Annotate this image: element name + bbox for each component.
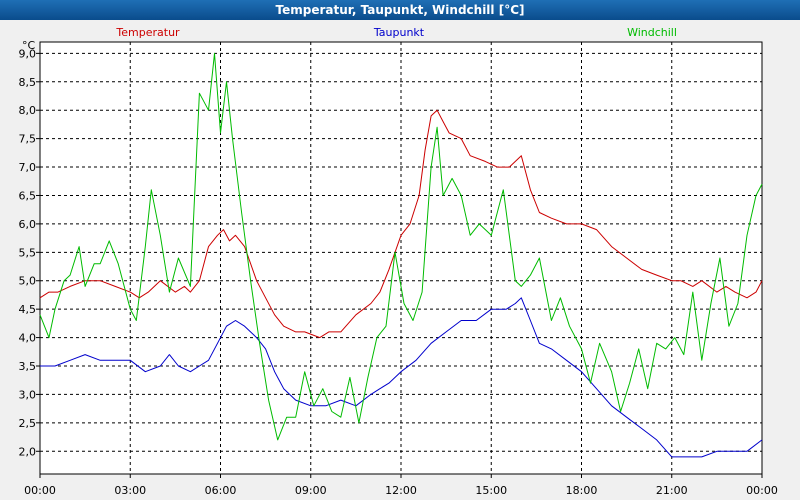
chart-area: 2,0 2,5 3,0 3,5 4,0 4,5 5,0 5,5 6,0 6,5 7,0 7,5 8,0 8… <box>19 26 778 497</box>
series-line-taupunkt <box>40 297 763 458</box>
y-tick-label: 8,0 <box>19 104 37 117</box>
x-tick-time: 12:00 <box>385 484 417 497</box>
y-axis-unit: °C <box>22 39 36 52</box>
chart-title: Temperatur, Taupunkt, Windchill [°C] <box>0 0 800 20</box>
x-tick-time: 15:00 <box>475 484 507 497</box>
x-tick-time: 09:00 <box>295 484 327 497</box>
y-tick-label: 7,5 <box>19 133 37 146</box>
x-tick-time: 06:00 <box>205 484 237 497</box>
y-tick-label: 8,5 <box>19 76 37 89</box>
x-tick-time: 03:00 <box>114 484 146 497</box>
series-line-windchill <box>39 52 763 441</box>
y-tick-label: 2,5 <box>19 417 37 430</box>
y-tick-label: 7,0 <box>19 161 37 174</box>
x-tick-time: 18:00 <box>566 484 598 497</box>
y-tick-label: 6,5 <box>19 189 37 202</box>
y-tick-label: 4,0 <box>19 332 37 345</box>
y-axis-ticks: 2,0 2,5 3,0 3,5 4,0 4,5 5,0 5,5 6,0 6,5 7,0 7,5 8,0 8… <box>19 47 40 458</box>
y-tick-label: 9,0 <box>19 47 37 60</box>
x-tick-time: 21:00 <box>656 484 688 497</box>
y-tick-label: 5,5 <box>19 246 37 259</box>
y-tick-label: 5,0 <box>19 275 37 288</box>
y-tick-label: 3,0 <box>19 388 37 401</box>
y-tick-label: 3,5 <box>19 360 37 373</box>
x-tick-time: 00:00 <box>24 484 56 497</box>
gridlines <box>40 42 762 474</box>
y-tick-label: 2,0 <box>19 445 37 458</box>
y-tick-label: 4,5 <box>19 303 37 316</box>
series-lines <box>39 52 763 458</box>
y-tick-label: 6,0 <box>19 218 37 231</box>
legend-taupunkt: Taupunkt <box>373 26 425 39</box>
legend-windchill: Windchill <box>627 26 677 39</box>
x-axis-ticks: 00:0023.03.1803:0023.03.1806:0023.03.180… <box>24 474 778 497</box>
x-tick-time: 00:00 <box>746 484 778 497</box>
legend-temperatur: Temperatur <box>115 26 180 39</box>
